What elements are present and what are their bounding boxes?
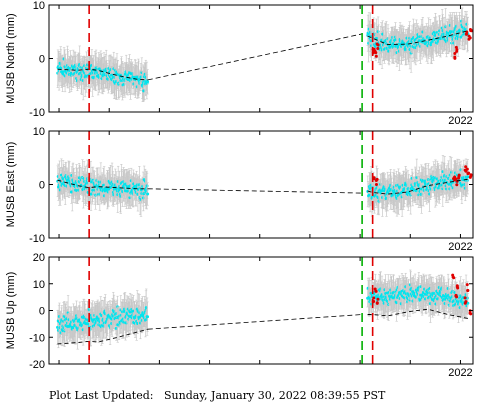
obs-point [146, 192, 150, 196]
y-tick-label: 0 [39, 54, 45, 66]
recent-obs-point [457, 173, 461, 177]
recent-obs-point [374, 54, 378, 58]
panel-north: -10 0 10 2022 MUSB North (mm) [5, 0, 474, 127]
obs-point [74, 65, 78, 69]
obs-point [145, 184, 149, 188]
obs-point [69, 184, 73, 188]
y-axis-title: MUSB East (mm) [5, 142, 17, 228]
plot-area [56, 131, 473, 238]
x-year-label: 2022 [448, 115, 472, 127]
y-tick-label: 10 [33, 0, 45, 12]
recent-obs-point [467, 171, 471, 175]
recent-obs-point [455, 48, 459, 52]
recent-obs-point [453, 52, 457, 56]
y-axis-title: MUSB North (mm) [5, 13, 17, 103]
recent-obs-point [455, 183, 459, 187]
plot-area [56, 257, 473, 364]
y-tick-label: -10 [29, 107, 45, 119]
obs-point [409, 193, 413, 197]
recent-obs-point [374, 179, 378, 183]
recent-obs-point [464, 169, 468, 173]
obs-point [466, 175, 470, 179]
recent-obs-point [376, 47, 380, 51]
recent-obs-point [468, 175, 472, 179]
obs-point [376, 30, 380, 34]
recent-obs-point [469, 29, 473, 33]
model-bridge-line [147, 33, 363, 81]
recent-obs-point [375, 42, 379, 46]
recent-obs-point [464, 165, 468, 169]
obs-point [146, 315, 150, 319]
plot-area [56, 5, 473, 112]
recent-obs-point [454, 177, 458, 181]
y-tick-label: -10 [29, 233, 45, 245]
model-bridge-line [147, 188, 363, 194]
recent-obs-point [465, 167, 469, 171]
panel-east: -10 0 10 2022 MUSB East (mm) [5, 126, 474, 253]
y-tick-label: 0 [39, 180, 45, 192]
recent-obs-point [467, 37, 471, 41]
x-year-label: 2022 [448, 241, 472, 253]
y-tick-label: 10 [33, 126, 45, 138]
obs-point [441, 170, 445, 174]
recent-obs-point [464, 32, 468, 36]
obs-point [146, 80, 150, 84]
recent-obs-point [373, 49, 377, 53]
recent-obs-point [374, 183, 378, 187]
recent-obs-point [457, 176, 461, 180]
recent-obs-point [454, 45, 458, 49]
recent-obs-point [453, 56, 457, 60]
